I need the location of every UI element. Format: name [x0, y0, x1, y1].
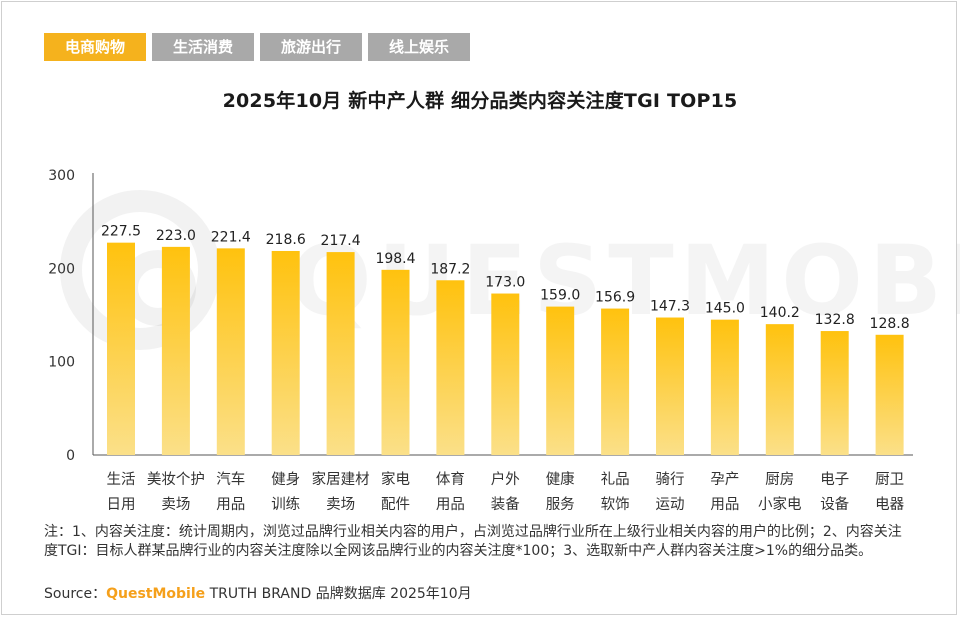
- bar: [436, 280, 465, 455]
- source-brand: QuestMobile: [106, 586, 206, 602]
- x-tick-label: 卖场: [161, 496, 190, 513]
- data-label: 145.0: [705, 301, 745, 317]
- bar: [326, 252, 355, 455]
- source-line: Source：QuestMobile TRUTH BRAND 品牌数据库 202…: [44, 583, 472, 603]
- x-tick-label: 日用: [107, 497, 136, 513]
- bar: [107, 242, 135, 455]
- x-tick-label: 健身: [271, 471, 300, 488]
- x-tick-label: 骑行: [656, 471, 685, 488]
- x-tick-label: 孕产: [710, 471, 739, 488]
- x-tick-label: 厨房: [765, 471, 794, 488]
- y-tick-label: 200: [48, 261, 75, 277]
- x-tick-label: 用品: [436, 496, 465, 513]
- x-tick-label: 卖场: [326, 496, 355, 513]
- data-label: 217.4: [321, 233, 361, 249]
- x-tick-label: 家电: [381, 471, 410, 488]
- bar: [546, 306, 575, 455]
- x-tick-label: 电子: [820, 471, 849, 488]
- bar: [820, 331, 849, 455]
- data-label: 227.5: [101, 224, 141, 240]
- x-tick-label: 健康: [546, 471, 575, 488]
- data-label: 218.6: [266, 232, 306, 248]
- bar: [381, 269, 410, 455]
- x-tick-label: 训练: [271, 496, 300, 513]
- x-tick-label: 家居建材: [312, 471, 370, 488]
- y-tick-label: 300: [48, 168, 75, 184]
- x-tick-label: 小家电: [758, 496, 802, 513]
- bar: [656, 317, 684, 455]
- x-tick-label: 生活: [107, 471, 136, 488]
- chart-title: 2025年10月 新中产人群 细分品类内容关注度TGI TOP15: [222, 90, 738, 112]
- data-label: 221.4: [211, 229, 251, 245]
- x-tick-label: 厨卫: [875, 472, 904, 488]
- data-label: 156.9: [595, 290, 635, 306]
- bar: [875, 334, 904, 455]
- data-label: 147.3: [650, 299, 690, 315]
- tab-life-consumption[interactable]: 生活消费: [152, 33, 254, 61]
- bar: [601, 308, 630, 455]
- x-tick-label: 汽车: [216, 471, 245, 488]
- data-label: 132.8: [815, 312, 855, 328]
- data-label: 159.0: [540, 288, 580, 304]
- x-tick-label: 礼品: [601, 471, 630, 488]
- data-label: 173.0: [485, 275, 525, 291]
- x-tick-label: 用品: [216, 496, 245, 513]
- tab-online-entertainment[interactable]: 线上娱乐: [368, 33, 470, 61]
- x-tick-label: 软饰: [601, 496, 630, 513]
- data-label: 187.2: [430, 261, 470, 277]
- tab-ecommerce[interactable]: 电商购物: [44, 33, 146, 61]
- x-tick-label: 装备: [491, 496, 520, 513]
- tab-travel[interactable]: 旅游出行: [260, 33, 362, 61]
- data-label: 223.0: [156, 228, 196, 244]
- x-tick-label: 用品: [710, 496, 739, 513]
- source-suffix: TRUTH BRAND 品牌数据库 2025年10月: [205, 586, 472, 602]
- data-label: 140.2: [760, 305, 800, 321]
- x-tick-label: 服务: [546, 496, 575, 513]
- x-tick-label: 运动: [656, 496, 685, 513]
- x-tick-label: 体育: [436, 471, 465, 488]
- x-tick-label: 户外: [491, 471, 520, 488]
- bar: [710, 319, 739, 455]
- y-tick-label: 100: [48, 355, 75, 371]
- source-prefix: Source：: [44, 586, 107, 602]
- x-tick-label: 美妆个护: [147, 471, 205, 488]
- bar: [271, 250, 300, 455]
- x-tick-label: 电器: [875, 496, 904, 513]
- y-tick-label: 0: [66, 448, 75, 464]
- bar: [161, 246, 190, 455]
- bar: [765, 324, 794, 455]
- bar: [491, 293, 520, 455]
- data-label: 128.8: [870, 316, 910, 332]
- bar: [216, 248, 245, 455]
- x-tick-label: 配件: [381, 496, 410, 513]
- x-tick-label: 设备: [820, 496, 849, 513]
- data-label: 198.4: [375, 251, 415, 267]
- category-tabs: 电商购物 生活消费 旅游出行 线上娱乐: [44, 33, 470, 61]
- footnote: 注：1、内容关注度：统计周期内，浏览过品牌行业相关内容的用户，占浏览过品牌行业所…: [44, 524, 902, 559]
